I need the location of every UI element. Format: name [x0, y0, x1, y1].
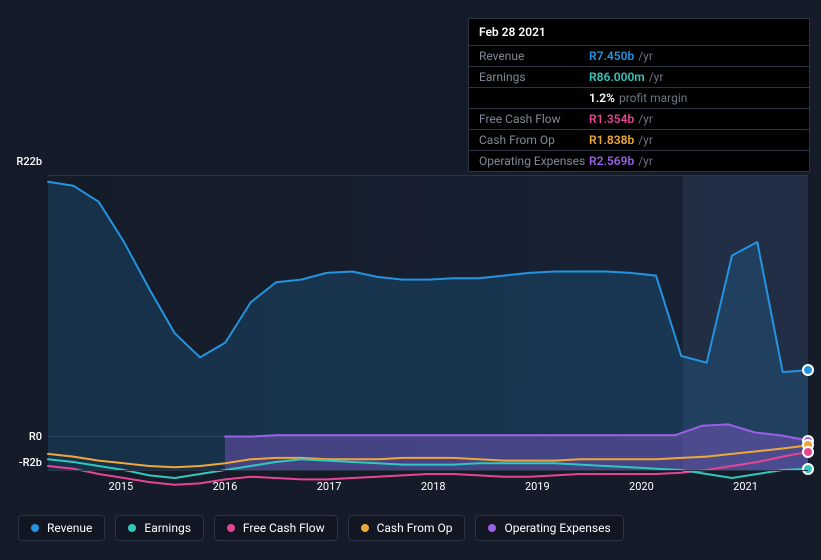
tooltip-row: EarningsR86.000m/yr — [469, 67, 809, 88]
tooltip-row-value: R2.569b — [589, 154, 634, 168]
tooltip-row-label: Earnings — [479, 70, 589, 84]
x-tick-2015: 2015 — [109, 480, 134, 493]
area-revenue — [48, 182, 808, 470]
tooltip-row-label: Free Cash Flow — [479, 112, 589, 126]
tooltip-row: Free Cash FlowR1.354b/yr — [469, 109, 809, 130]
legend-dot — [31, 524, 39, 532]
x-tick-2016: 2016 — [213, 480, 238, 493]
legend-item-earnings[interactable]: Earnings — [115, 515, 204, 541]
x-tick-2017: 2017 — [317, 480, 342, 493]
tooltip-row-suffix: /yr — [638, 49, 653, 63]
legend-dot — [488, 524, 496, 532]
tooltip-row-value: R86.000m — [589, 70, 645, 84]
tooltip-row-suffix: /yr — [638, 133, 653, 147]
tooltip-row-label: Operating Expenses — [479, 154, 589, 168]
tooltip-row-suffix: /yr — [638, 112, 653, 126]
endpoint-fcf — [802, 446, 814, 458]
tooltip-row: 1.2% profit margin — [469, 88, 809, 109]
legend-label: Cash From Op — [377, 521, 453, 535]
legend-item-fcf[interactable]: Free Cash Flow — [214, 515, 338, 541]
tooltip-row-value: R1.838b — [589, 133, 634, 147]
legend-dot — [361, 524, 369, 532]
x-tick-2021: 2021 — [733, 480, 758, 493]
tooltip-row: Cash From OpR1.838b/yr — [469, 130, 809, 151]
tooltip-date: Feb 28 2021 — [469, 19, 809, 46]
x-tick-2019: 2019 — [525, 480, 550, 493]
gridline-neg2b — [48, 470, 808, 471]
legend-label: Operating Expenses — [504, 521, 610, 535]
tooltip: Feb 28 2021 RevenueR7.450b/yrEarningsR86… — [468, 18, 810, 172]
legend-dot — [227, 524, 235, 532]
tooltip-row-value: R7.450b — [589, 49, 634, 63]
legend-label: Free Cash Flow — [243, 521, 325, 535]
y-tick-0: R0 — [0, 430, 42, 443]
y-tick-neg2b: -R2b — [0, 456, 42, 469]
endpoint-earnings — [802, 463, 814, 475]
legend-item-opex[interactable]: Operating Expenses — [475, 515, 623, 541]
x-tick-2020: 2020 — [629, 480, 654, 493]
tooltip-row-suffix: /yr — [649, 70, 664, 84]
tooltip-row: Operating ExpensesR2.569b/yr — [469, 151, 809, 171]
legend-dot — [128, 524, 136, 532]
tooltip-row: RevenueR7.450b/yr — [469, 46, 809, 67]
legend-label: Revenue — [47, 521, 92, 535]
plot-svg — [48, 175, 808, 470]
y-tick-22b: R22b — [0, 155, 42, 168]
tooltip-row-suffix: /yr — [638, 154, 653, 168]
tooltip-row-value: R1.354b — [589, 112, 634, 126]
legend-label: Earnings — [144, 521, 191, 535]
chart-container: R22b R0 -R2b 2015 2016 2017 2018 2019 2020 202… — [0, 0, 821, 560]
legend-item-revenue[interactable]: Revenue — [18, 515, 105, 541]
legend-item-cfo[interactable]: Cash From Op — [348, 515, 466, 541]
tooltip-row-value: 1.2% — [589, 91, 615, 105]
tooltip-row-label: Cash From Op — [479, 133, 589, 147]
endpoint-revenue — [802, 364, 814, 376]
tooltip-row-label: Revenue — [479, 49, 589, 63]
legend: Revenue Earnings Free Cash Flow Cash From O… — [18, 515, 624, 541]
tooltip-row-suffix: profit margin — [619, 91, 687, 105]
plot-area[interactable] — [48, 175, 808, 470]
x-tick-2018: 2018 — [421, 480, 446, 493]
